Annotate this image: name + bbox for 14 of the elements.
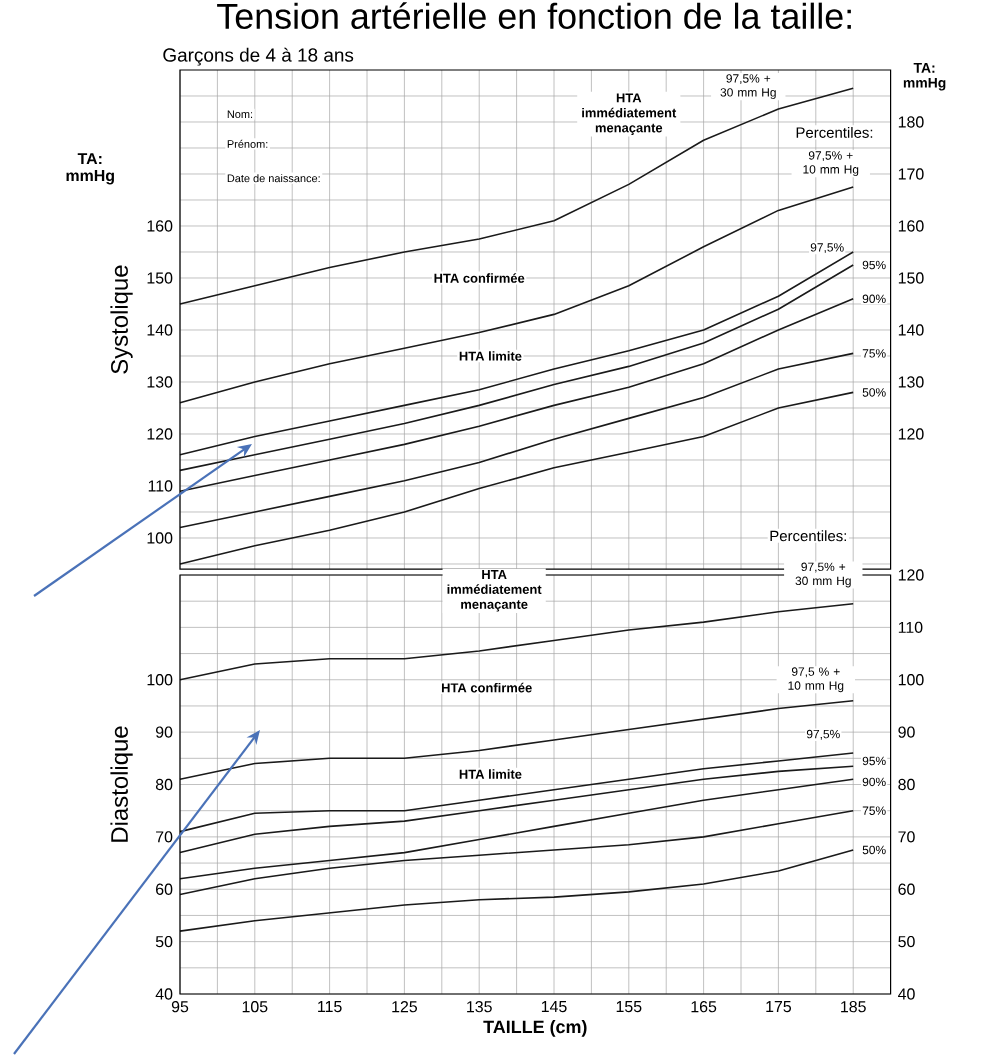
- chart-subtitle: Garçons de 4 à 18 ans: [163, 47, 354, 66]
- y-axis-title: Systolique: [110, 265, 133, 374]
- line-series: [179, 298, 854, 492]
- line-series: [179, 765, 854, 854]
- line-series: [179, 778, 854, 880]
- line-series: [179, 752, 854, 833]
- line-series: [179, 809, 854, 896]
- y-axis-title: Diastolique: [110, 726, 133, 842]
- line-series: [179, 603, 854, 681]
- line-series: [179, 391, 854, 565]
- line-series: [179, 352, 854, 529]
- line-series: [179, 186, 854, 404]
- chart-title: Tension artérielle en fonction de la taille:: [217, 2, 851, 29]
- x-axis-title: TAILLE (cm): [483, 1020, 587, 1037]
